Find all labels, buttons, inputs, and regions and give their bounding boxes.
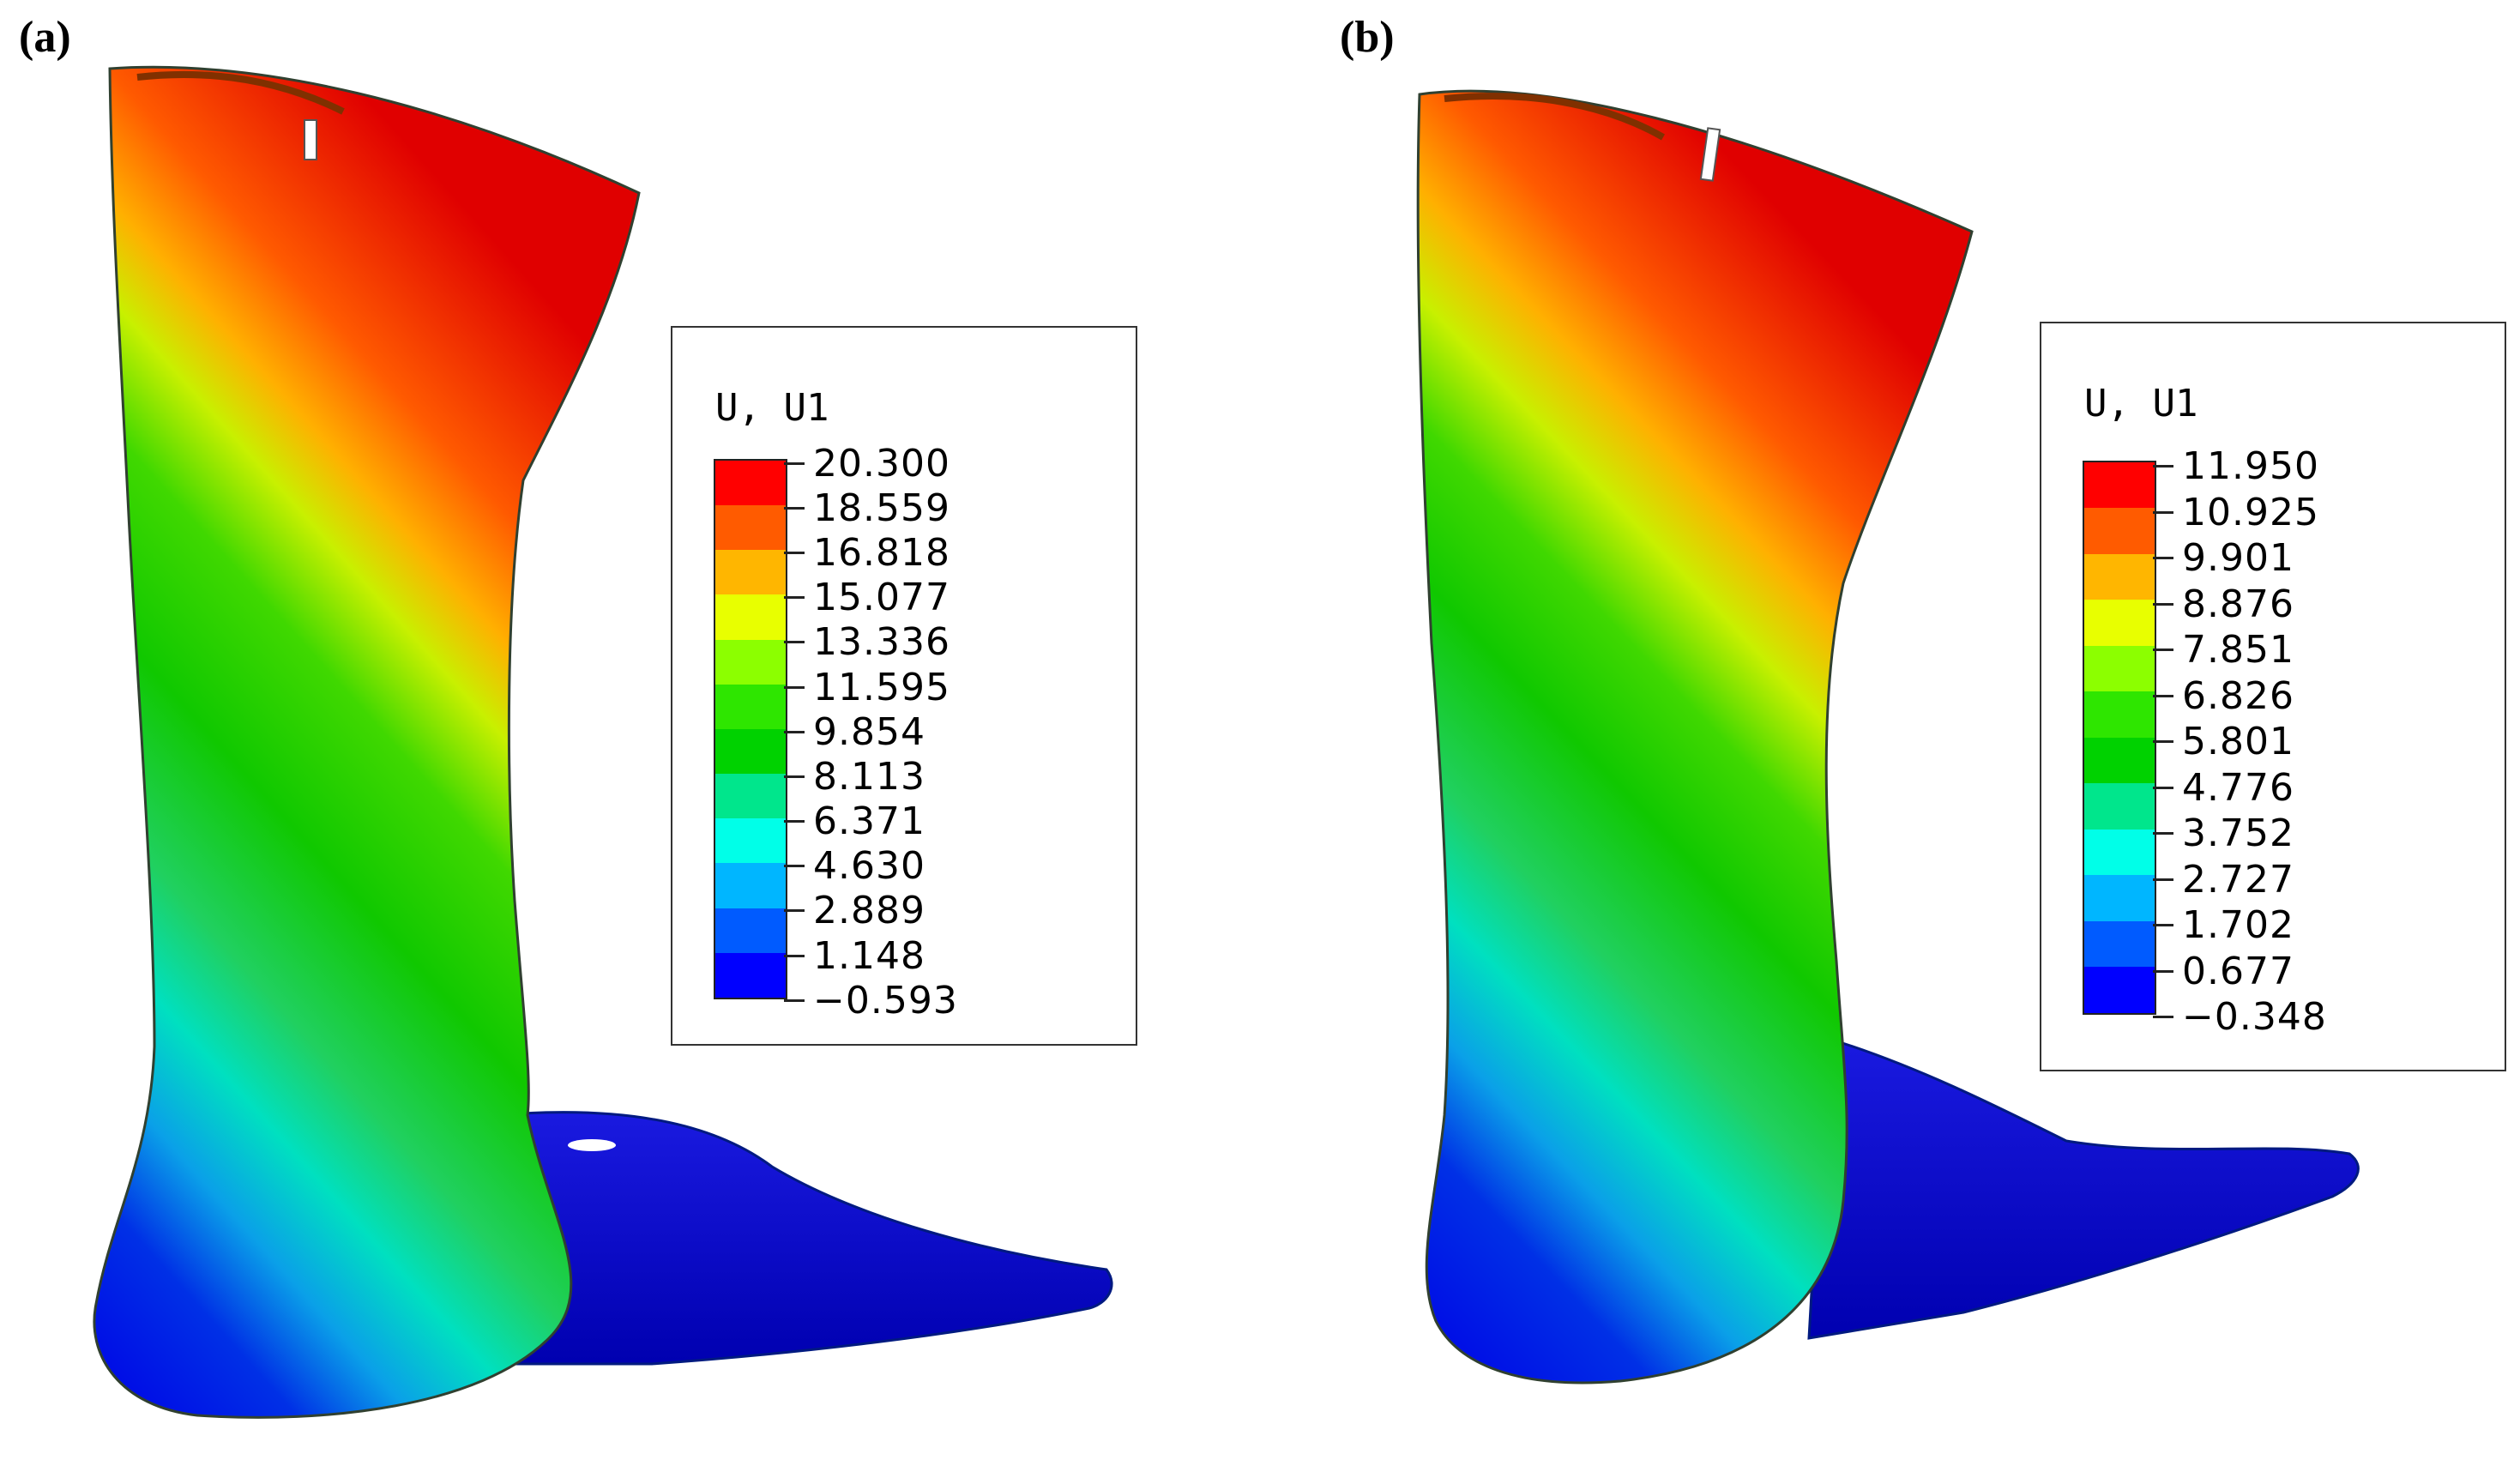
- legend-a-band: [715, 908, 786, 953]
- legend-b-value: 5.801: [2182, 720, 2294, 764]
- legend-b-value: 2.727: [2182, 857, 2294, 902]
- legend-b-value: 6.826: [2182, 673, 2294, 718]
- legend-b-value: 8.876: [2182, 582, 2294, 626]
- legend-b-band: [2084, 920, 2155, 968]
- legend-a-band: [715, 461, 786, 506]
- legend-a-value: 15.077: [813, 576, 950, 620]
- legend-a-value: 2.889: [813, 889, 925, 933]
- legend-a-band: [715, 774, 786, 819]
- legend-b-band: [2084, 783, 2155, 830]
- panel-b: (b): [1260, 0, 2520, 1466]
- legend-b-band: [2084, 967, 2155, 1013]
- legend-a-band: [715, 684, 786, 729]
- legend-a-value: −0.593: [813, 978, 958, 1023]
- legend-a-value: 11.595: [813, 665, 950, 709]
- legend-a-value: 13.336: [813, 620, 950, 665]
- legend-b-band: [2084, 691, 2155, 738]
- legend-b-band: [2084, 462, 2155, 509]
- legend-b-values: 11.950 10.925 9.901 8.876 7.851 6.826 5.…: [2153, 443, 2327, 1041]
- legend-b-value: 7.851: [2182, 628, 2294, 673]
- legend-b-value: 10.925: [2182, 490, 2319, 534]
- legend-b-band: [2084, 737, 2155, 784]
- legend-a-value: 18.559: [813, 486, 950, 530]
- foot-slot-shape: [568, 1139, 616, 1151]
- panel-b-label: (b): [1340, 13, 1395, 62]
- legend-b-value: 3.752: [2182, 811, 2294, 856]
- legend-a-values: 20.300 18.559 16.818 15.077 13.336 11.59…: [784, 441, 958, 1023]
- legend-a-value: 6.371: [813, 799, 925, 844]
- legend-a-value: 20.300: [813, 441, 950, 486]
- legend-a-value: 9.854: [813, 709, 925, 754]
- legend-b-title: U, U1: [2084, 382, 2198, 425]
- legend-b-band: [2084, 553, 2155, 600]
- orthosis-contour-plot-b: [1416, 89, 2360, 1385]
- legend-b-band: [2084, 600, 2155, 646]
- legend-a-band: [715, 952, 786, 998]
- shell-rim-shape: [136, 70, 345, 115]
- legend-b-band: [2084, 829, 2155, 876]
- legend-a-band: [715, 639, 786, 685]
- legend-a-value: 16.818: [813, 530, 950, 575]
- legend-a-band: [715, 594, 786, 640]
- legend-a-colorbar: [714, 459, 787, 999]
- legend-b-value: 11.950: [2182, 444, 2319, 489]
- legend-a-band: [715, 505, 786, 551]
- legend-a-value: 4.630: [813, 844, 925, 889]
- orthosis-contour-plot-a: [93, 65, 1113, 1419]
- legend-a-value: 8.113: [813, 754, 925, 799]
- legend-b-value: 1.702: [2182, 903, 2294, 948]
- strap-slot-shape: [1699, 127, 1721, 182]
- panel-a: (a): [19, 13, 1137, 1419]
- foot-plate-shape: [1807, 1036, 2360, 1340]
- legend-b-value: 0.677: [2182, 949, 2294, 993]
- legend-b: U, U1 11.950 10.925 9.901 8.876 7.851 6.…: [2040, 322, 2506, 1071]
- legend-b-value: 4.776: [2182, 765, 2294, 810]
- shell-rim-shape: [1444, 93, 1665, 141]
- foot-plate-shape: [479, 1111, 1113, 1366]
- legend-a-title: U, U1: [715, 386, 829, 430]
- leg-shell-shape: [93, 65, 641, 1419]
- legend-b-band: [2084, 875, 2155, 921]
- legend-b-colorbar: [2083, 461, 2156, 1015]
- strap-slot-shape: [304, 119, 317, 160]
- legend-a-value: 1.148: [813, 933, 925, 978]
- legend-a-band: [715, 818, 786, 864]
- legend-b-value: 9.901: [2182, 536, 2294, 581]
- leg-shell-shape: [1416, 89, 1974, 1385]
- legend-a: U, U1 20.300 18.559 16.818 15.077 13.336…: [671, 326, 1137, 1046]
- legend-a-band: [715, 550, 786, 595]
- legend-a-band: [715, 863, 786, 908]
- panel-a-label: (a): [19, 13, 71, 62]
- legend-b-band: [2084, 508, 2155, 554]
- legend-b-value: −0.348: [2182, 995, 2327, 1040]
- legend-a-band: [715, 728, 786, 775]
- legend-b-band: [2084, 645, 2155, 692]
